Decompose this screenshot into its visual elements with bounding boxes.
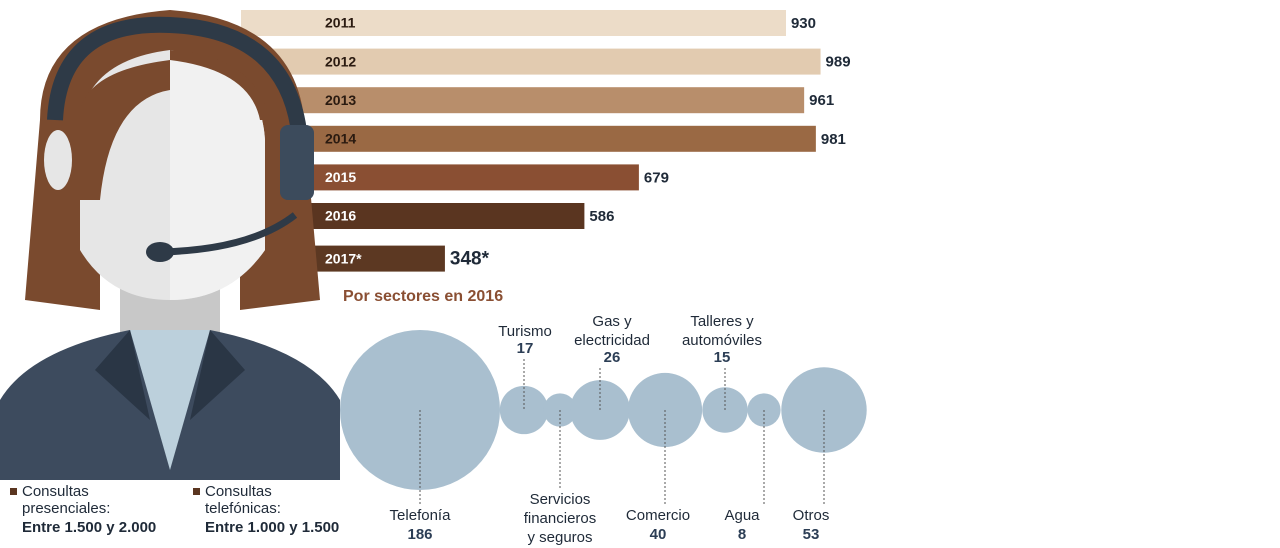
bubble-label: Telefonía	[390, 507, 452, 524]
bubble-label: Otros	[793, 507, 830, 524]
subtitle: Por sectores en 2016	[343, 288, 503, 305]
value-label: 981	[821, 131, 846, 148]
bubble-label: Servicios	[530, 491, 591, 508]
bubble-label: Agua	[724, 507, 760, 524]
woman-illustration	[0, 10, 340, 480]
bar	[241, 10, 786, 36]
bubble-value: 8	[738, 526, 746, 543]
bar-category: 2017*	[325, 250, 362, 266]
bar	[241, 48, 821, 75]
bubble-label: Talleres y	[690, 313, 754, 330]
bubble-value: 17	[517, 340, 534, 357]
bubble-value: 53	[803, 526, 820, 543]
bubble-value: 26	[604, 349, 621, 366]
note-label: presenciales:	[22, 500, 110, 517]
bar	[241, 125, 816, 152]
bubble-value: 15	[714, 349, 731, 366]
note-bullet	[193, 488, 200, 495]
bar-category: 2016	[325, 208, 356, 224]
bubble	[499, 385, 549, 435]
value-label: 586	[589, 208, 614, 225]
note-value: Entre 1.000 y 1.500	[205, 519, 339, 536]
bar	[241, 87, 805, 114]
bubble-value: 186	[407, 526, 432, 543]
value-label: 348*	[450, 249, 490, 270]
bar-category: 2014	[325, 131, 356, 147]
bar-chart: 2011 930 2012 989 2013 961 2014 981 2015 679 2016 5…	[241, 10, 851, 272]
bubble-label: Comercio	[626, 507, 690, 524]
bar-category: 2012	[325, 53, 356, 69]
note-bullet	[10, 488, 17, 495]
value-label: 930	[791, 15, 816, 32]
bubble-label: financieros	[524, 510, 597, 527]
bubble-value: 40	[650, 526, 667, 543]
value-label: 989	[826, 54, 851, 71]
note-label: Consultas	[205, 483, 272, 500]
bar-category: 2013	[325, 92, 356, 108]
note-label: telefónicas:	[205, 500, 281, 517]
bar-category: 2015	[325, 169, 356, 185]
bubble-label: electricidad	[574, 332, 650, 349]
note-label: Consultas	[22, 483, 89, 500]
bubble-label: Gas y	[592, 313, 632, 330]
bubble-label: y seguros	[527, 529, 592, 546]
bar-category: 2011	[325, 15, 356, 31]
bubble-label: automóviles	[682, 332, 762, 349]
value-label: 679	[644, 169, 669, 186]
bubble-label: Turismo	[498, 323, 552, 340]
value-label: 961	[809, 92, 834, 109]
note-value: Entre 1.500 y 2.000	[22, 519, 156, 536]
